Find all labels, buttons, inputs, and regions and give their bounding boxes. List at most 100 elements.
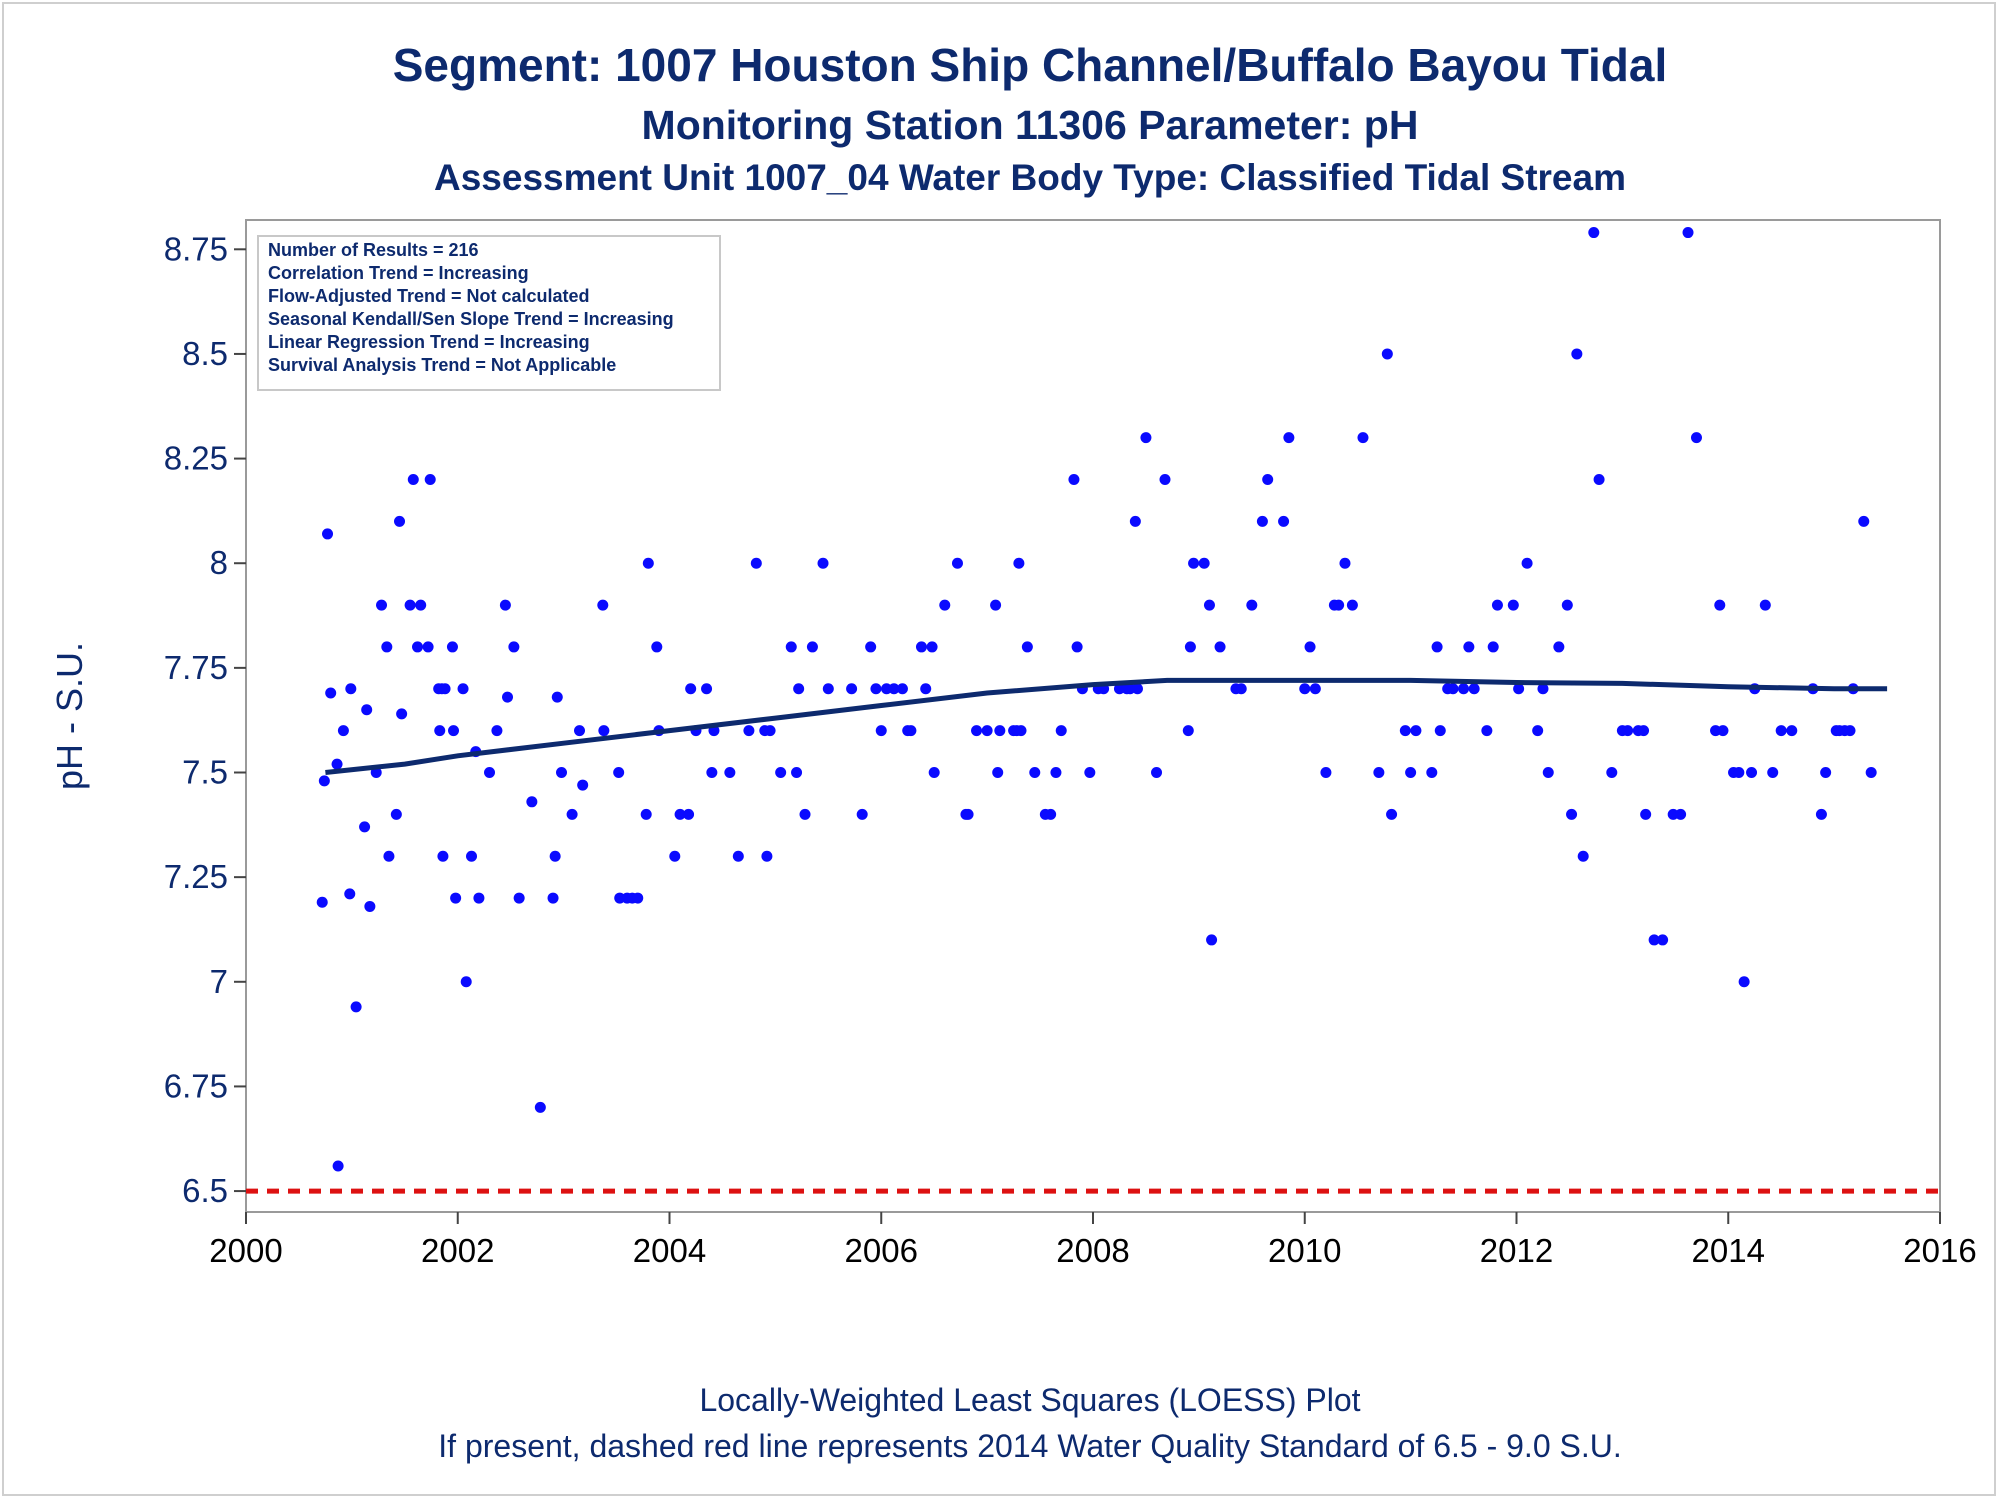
data-point bbox=[791, 767, 803, 779]
data-point bbox=[316, 896, 328, 908]
data-point bbox=[1131, 683, 1143, 695]
data-point bbox=[706, 767, 718, 779]
data-point bbox=[345, 683, 357, 695]
data-point bbox=[1320, 767, 1332, 779]
x-tick-label: 2008 bbox=[1056, 1232, 1129, 1269]
data-point bbox=[434, 725, 446, 737]
data-point bbox=[491, 725, 503, 737]
data-point bbox=[799, 808, 811, 820]
data-point bbox=[1468, 683, 1480, 695]
data-point bbox=[981, 725, 993, 737]
data-point bbox=[1333, 599, 1345, 611]
data-point bbox=[466, 850, 478, 862]
trend-summary-line: Flow-Adjusted Trend = Not calculated bbox=[268, 286, 590, 306]
y-tick-label: 7.5 bbox=[182, 754, 228, 791]
data-point bbox=[1588, 227, 1600, 239]
data-point bbox=[376, 599, 388, 611]
data-point bbox=[1071, 641, 1083, 653]
x-axis: 2000 2002 2004 2006 2008 2010 2012 2014 2016 bbox=[209, 1212, 1977, 1269]
y-tick-label: 6.75 bbox=[164, 1067, 228, 1104]
data-point bbox=[674, 808, 686, 820]
data-point bbox=[1844, 725, 1856, 737]
data-point bbox=[598, 725, 610, 737]
data-point bbox=[332, 1160, 344, 1172]
data-point bbox=[939, 599, 951, 611]
data-point bbox=[685, 683, 697, 695]
data-point bbox=[1182, 725, 1194, 737]
trend-summary-box: Number of Results = 216 Correlation Trend… bbox=[257, 235, 721, 391]
data-point bbox=[526, 796, 538, 808]
data-point bbox=[1571, 348, 1583, 360]
data-point bbox=[364, 900, 376, 912]
x-tick-label: 2010 bbox=[1268, 1232, 1341, 1269]
data-point bbox=[992, 767, 1004, 779]
data-point bbox=[1463, 641, 1475, 653]
data-point bbox=[1299, 683, 1311, 695]
data-point bbox=[350, 1001, 362, 1013]
data-point bbox=[359, 821, 371, 833]
data-point bbox=[407, 474, 419, 486]
data-point bbox=[566, 808, 578, 820]
data-point bbox=[1184, 641, 1196, 653]
data-point bbox=[450, 892, 462, 904]
data-point bbox=[846, 683, 858, 695]
data-point bbox=[318, 775, 330, 787]
data-point bbox=[1714, 599, 1726, 611]
data-point bbox=[701, 683, 713, 695]
data-point bbox=[1815, 808, 1827, 820]
data-point bbox=[1262, 474, 1274, 486]
trend-summary-line: Linear Regression Trend = Increasing bbox=[268, 332, 590, 352]
data-point bbox=[344, 888, 356, 900]
data-point bbox=[1068, 474, 1080, 486]
chart-subtitle: Monitoring Station 11306 Parameter: pH bbox=[641, 102, 1419, 148]
y-tick-label: 6.5 bbox=[182, 1172, 228, 1209]
data-point bbox=[822, 683, 834, 695]
data-point bbox=[1553, 641, 1565, 653]
data-point bbox=[361, 704, 373, 716]
data-point bbox=[915, 641, 927, 653]
data-point bbox=[394, 515, 406, 527]
data-point bbox=[1447, 683, 1459, 695]
data-point bbox=[1767, 767, 1779, 779]
y-tick-label: 7 bbox=[210, 963, 228, 1000]
data-point bbox=[1278, 515, 1290, 527]
data-point bbox=[484, 767, 496, 779]
data-point bbox=[1357, 432, 1369, 444]
data-point bbox=[990, 599, 1002, 611]
data-point bbox=[1593, 474, 1605, 486]
data-point bbox=[1491, 599, 1503, 611]
data-point bbox=[1521, 557, 1533, 569]
data-point bbox=[669, 850, 681, 862]
trend-summary-line: Seasonal Kendall/Sen Slope Trend = Incre… bbox=[268, 309, 674, 329]
data-point bbox=[331, 758, 343, 770]
data-point bbox=[1206, 934, 1218, 946]
data-point bbox=[1283, 432, 1295, 444]
data-point bbox=[1738, 976, 1750, 988]
data-point bbox=[994, 725, 1006, 737]
data-point bbox=[1487, 641, 1499, 653]
y-axis-label: pH - S.U. bbox=[49, 642, 90, 790]
data-point bbox=[856, 808, 868, 820]
data-point bbox=[1648, 934, 1660, 946]
trend-summary-box-frame bbox=[257, 235, 721, 391]
data-point bbox=[1399, 725, 1411, 737]
data-point bbox=[928, 767, 940, 779]
data-point bbox=[640, 808, 652, 820]
data-point bbox=[1084, 767, 1096, 779]
data-point bbox=[556, 767, 568, 779]
x-tick-label: 2016 bbox=[1903, 1232, 1976, 1269]
data-point bbox=[1013, 557, 1025, 569]
data-point bbox=[1513, 683, 1525, 695]
x-tick-label: 2002 bbox=[421, 1232, 494, 1269]
data-point bbox=[1405, 767, 1417, 779]
data-point bbox=[1304, 641, 1316, 653]
data-point bbox=[888, 683, 900, 695]
data-point bbox=[1214, 641, 1226, 653]
data-point bbox=[642, 557, 654, 569]
data-point bbox=[865, 641, 877, 653]
data-point bbox=[1256, 515, 1268, 527]
data-point bbox=[1507, 599, 1519, 611]
loess-trend-line bbox=[325, 677, 1888, 775]
data-point bbox=[337, 725, 349, 737]
